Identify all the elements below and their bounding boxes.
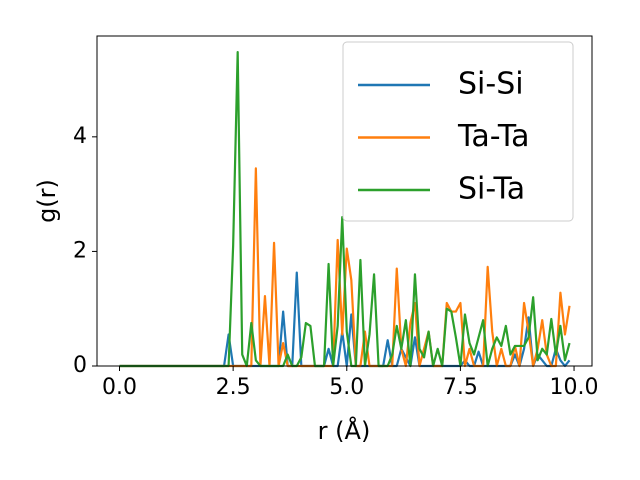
x-tick-label: 2.5	[216, 375, 251, 400]
x-axis-label: r (Å)	[318, 416, 371, 445]
x-tick-label: 7.5	[443, 375, 478, 400]
y-tick-label: 4	[73, 124, 87, 149]
y-axis-label: g(r)	[33, 179, 61, 223]
plot-frame	[96, 35, 593, 367]
x-tick-label: 10.0	[550, 375, 599, 400]
legend-label: Si-Ta	[458, 172, 525, 207]
x-tick-label: 5.0	[329, 375, 364, 400]
legend-label: Si-Si	[458, 67, 524, 102]
y-tick-label: 2	[73, 238, 87, 263]
y-tick-label: 0	[73, 353, 87, 378]
legend-label: Ta-Ta	[457, 119, 530, 154]
legend-box	[342, 41, 574, 222]
x-tick-label: 0.0	[102, 375, 137, 400]
